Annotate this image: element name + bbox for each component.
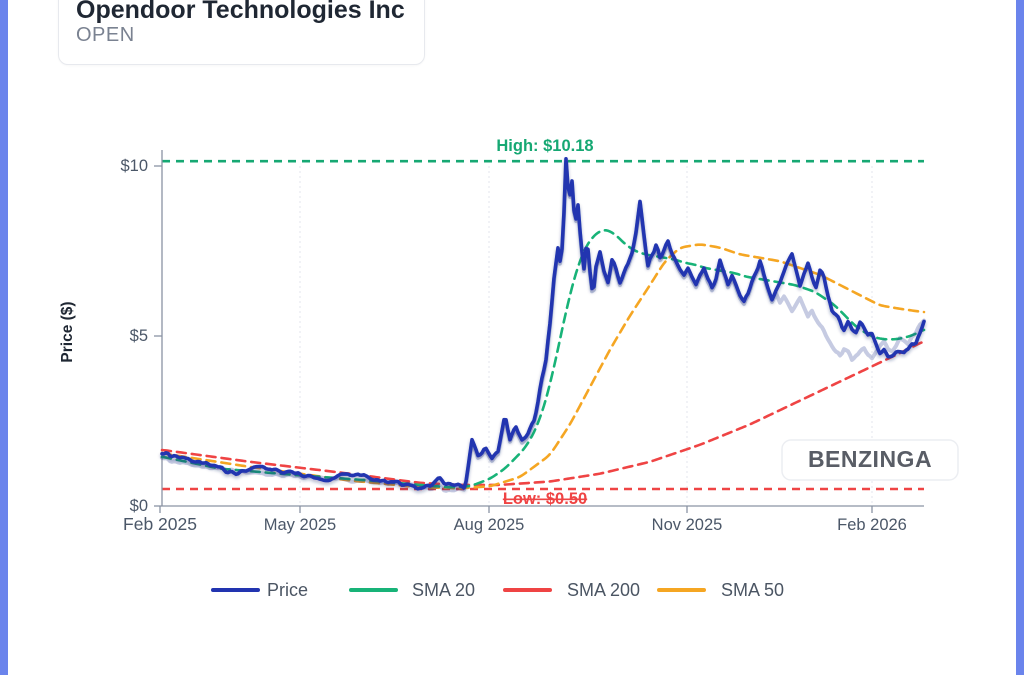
svg-text:SMA 50: SMA 50 [721, 580, 784, 600]
svg-text:Aug 2025: Aug 2025 [454, 516, 525, 534]
svg-text:Price ($): Price ($) [59, 301, 76, 362]
svg-text:Low: $0.50: Low: $0.50 [503, 490, 587, 508]
svg-text:$5: $5 [130, 327, 148, 345]
svg-text:Price: Price [267, 580, 308, 600]
svg-text:Nov 2025: Nov 2025 [652, 516, 723, 534]
svg-text:SMA 20: SMA 20 [412, 580, 475, 600]
svg-text:$10: $10 [120, 157, 148, 175]
svg-text:High: $10.18: High: $10.18 [496, 137, 593, 155]
svg-text:BENZINGA: BENZINGA [808, 446, 932, 472]
svg-text:Feb 2026: Feb 2026 [837, 516, 907, 534]
svg-text:Feb 2025: Feb 2025 [123, 514, 197, 534]
svg-text:May 2025: May 2025 [264, 516, 336, 534]
svg-text:$0: $0 [130, 497, 148, 515]
svg-text:SMA 200: SMA 200 [567, 580, 640, 600]
